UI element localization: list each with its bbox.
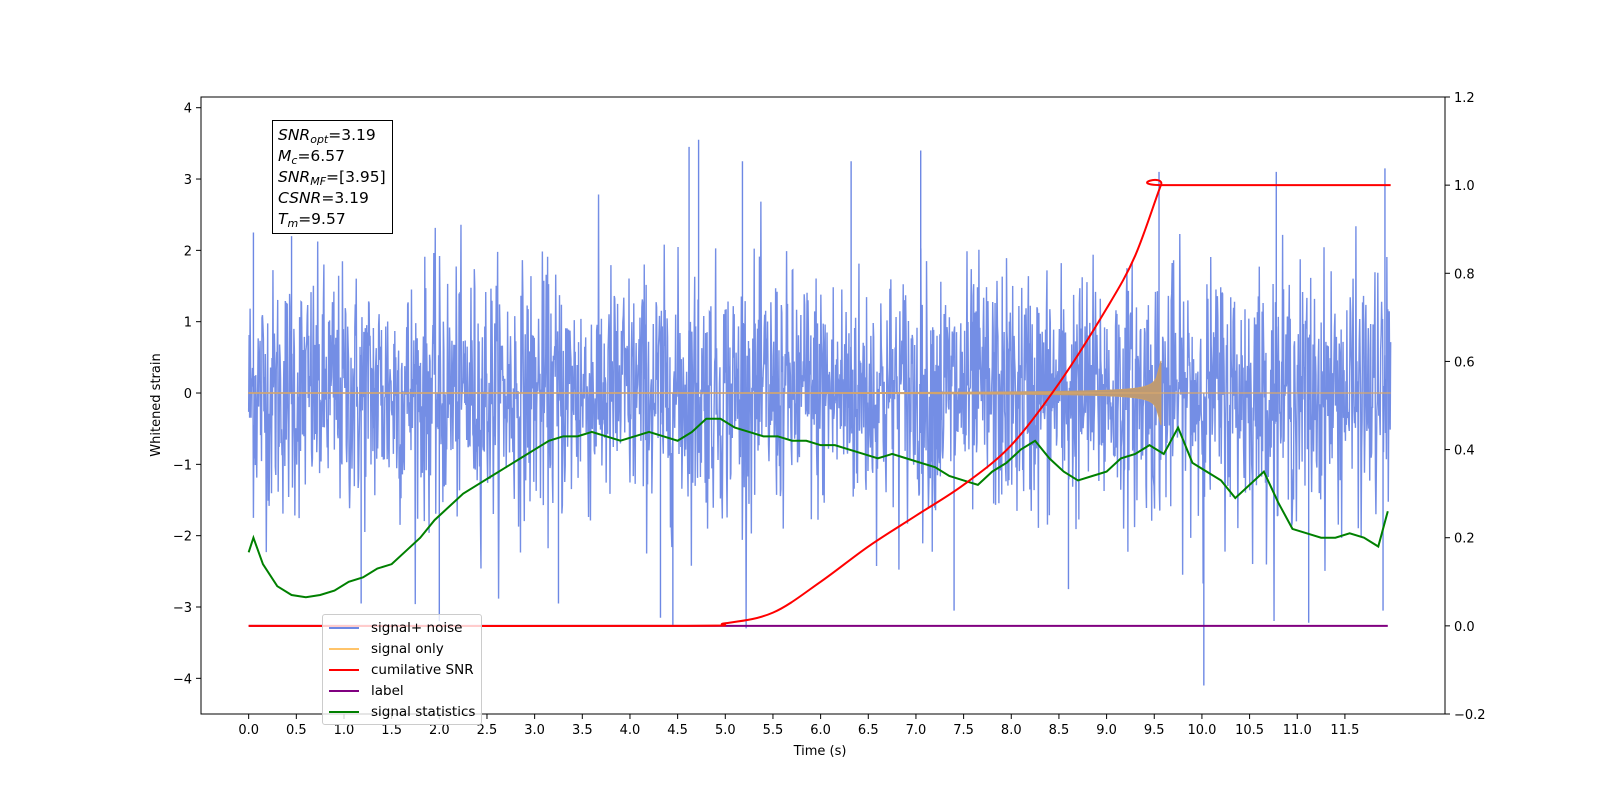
x-tick-label: 0.5 [286,723,307,738]
x-tick-label: 0.0 [238,723,259,738]
y2-tick-label: 0.0 [1454,620,1475,635]
y2-tick-label: 0.8 [1454,267,1475,282]
series-signal-noise [247,194,1392,629]
legend-label: signal+ noise [371,619,463,636]
y-tick-label: 3 [184,173,192,188]
x-tick-label: 3.0 [524,723,545,738]
x-tick-label: 5.5 [763,723,784,738]
annotation-row: SNRMF=[3.95] [278,167,386,188]
y-tick-label: 2 [184,244,192,259]
x-tick-label: 10.5 [1235,723,1264,738]
legend-label: signal only [371,640,444,657]
x-tick-label: 4.0 [620,723,641,738]
legend: signal+ noise signal only cumilative SNR la… [322,614,483,725]
x-tick-label: 1.0 [334,723,355,738]
legend-swatch [329,626,359,629]
x-tick-label: 2.0 [429,723,450,738]
x-tick-label: 1.5 [381,723,402,738]
y-tick-label: −4 [173,672,192,687]
legend-label: cumilative SNR [371,661,474,678]
annotation-symbol: SNR [278,126,311,144]
x-tick-label: 8.0 [1001,723,1022,738]
y2-tick-label: 0.2 [1454,532,1475,547]
y-tick-label: 4 [184,102,192,117]
x-tick-label: 8.5 [1049,723,1070,738]
legend-swatch [329,647,359,650]
legend-item: signal+ noise [329,617,475,638]
x-tick-label: 5.0 [715,723,736,738]
y2-tick-label: 1.0 [1454,179,1475,194]
annotation-value: =[3.95] [326,168,386,186]
x-tick-label: 4.5 [667,723,688,738]
x-tick-label: 10.0 [1187,723,1216,738]
annotation-symbol: T [278,210,288,228]
legend-swatch [329,668,359,671]
annotation-symbol: M [278,147,292,165]
legend-label: label [371,682,404,699]
x-tick-label: 2.5 [477,723,498,738]
annotation-value: =3.19 [321,189,369,207]
x-axis-label: Time (s) [793,744,847,759]
annotation-symbol: SNR [278,168,311,186]
plot-area [247,139,1392,686]
x-tick-label: 9.0 [1096,723,1117,738]
legend-item: cumilative SNR [329,659,475,680]
annotation-subscript: MF [310,175,327,188]
annotation-box: SNRopt=3.19 Mc=6.57 SNRMF=[3.95] CSNR=3.19 T… [272,120,393,234]
annotation-row: Mc=6.57 [278,146,386,167]
annotation-value: =6.57 [297,147,345,165]
annotation-row: CSNR=3.19 [278,188,386,209]
annotation-symbol: CSNR [278,189,322,207]
y-axis-ticks: −4 −3 −2 −1 0 1 2 3 4 [173,102,201,687]
x-axis-ticks: 0.0 0.5 1.0 1.5 2.0 2.5 3.0 3.5 4.0 4.5 5.0 5.5 6.0 6… [238,714,1359,738]
x-tick-label: 11.0 [1283,723,1312,738]
annotation-value: =9.57 [298,210,346,228]
axes-frame [200,96,1446,715]
y-tick-label: −2 [173,530,192,545]
annotation-row: SNRopt=3.19 [278,125,386,146]
y2-tick-label: 1.2 [1454,91,1475,106]
y2-axis-ticks: −0.2 0.0 0.2 0.4 0.6 0.8 1.0 1.2 [1445,91,1486,723]
x-tick-label: 6.0 [810,723,831,738]
x-tick-label: 3.5 [572,723,593,738]
x-tick-label: 11.5 [1330,723,1359,738]
legend-swatch [329,689,359,692]
y-tick-label: −3 [173,601,192,616]
annotation-subscript: opt [310,133,329,146]
legend-swatch [329,710,359,713]
y2-tick-label: −0.2 [1454,708,1486,723]
legend-item: signal statistics [329,701,475,722]
annotation-value: =3.19 [328,126,376,144]
y-axis-label: Whitened strain [149,353,164,456]
y2-tick-label: 0.4 [1454,444,1475,459]
x-tick-label: 6.5 [858,723,879,738]
y-tick-label: 0 [184,387,192,402]
annotation-row: Tm=9.57 [278,209,386,230]
x-tick-label: 7.0 [906,723,927,738]
legend-label: signal statistics [371,703,476,720]
annotation-subscript: c [291,154,298,167]
y2-tick-label: 0.6 [1454,355,1475,370]
annotation-subscript: m [287,217,299,230]
x-tick-label: 7.5 [953,723,974,738]
series-cumulative-snr [248,178,1391,628]
x-tick-label: 9.5 [1144,723,1165,738]
series-signal-statistics [247,417,1389,599]
y-tick-label: −1 [173,458,192,473]
legend-item: signal only [329,638,475,659]
y-tick-label: 1 [184,316,192,331]
legend-item: label [329,680,475,701]
